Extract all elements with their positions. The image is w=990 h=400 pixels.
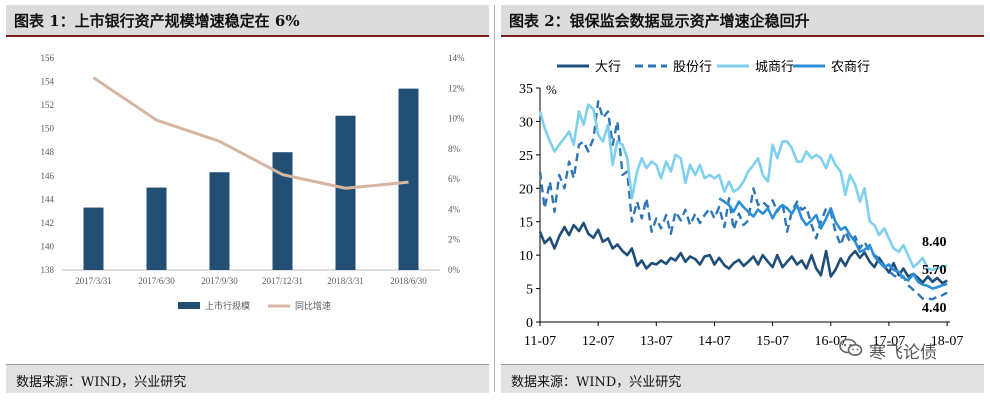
y-right-tick-label: 6% [448,174,461,184]
legend-label: 股份行 [673,60,712,75]
bar [83,207,104,270]
end-value-label: 4.40 [922,301,947,316]
y-tick-label: 20 [519,182,533,197]
y-tick-label: 0 [526,316,533,331]
bar [272,152,293,270]
watermark-text: 寒飞论债 [869,343,937,363]
chart-panel-right: 图表 2：银保监会数据显示资产增速企稳回升 0 5 10 15 20 25 30 35% 11-… [495,0,990,400]
y-left-tick-label: 154 [41,77,55,87]
end-value-label: 8.40 [922,235,947,250]
y-tick-label: 25 [519,149,533,164]
y-left-tick-label: 150 [41,124,55,134]
wechat-icon [839,338,863,356]
y-right-tick-label: 0% [448,265,461,275]
x-tick-label: 2018/3/31 [327,276,364,286]
legend-label: 城商行 [755,60,794,75]
x-tick-label: 12-07 [582,334,615,349]
y-tick-label: 5 [526,283,533,298]
x-tick-label: 18-07 [931,334,964,349]
y-left-tick-label: 148 [41,147,55,157]
legend-label: 同比增速 [295,300,331,312]
source-bar: 数据来源：WIND，兴业研究 [6,364,489,393]
y-right-tick-label: 10% [448,114,465,124]
line-chart: 0 5 10 15 20 25 30 35 % 11-07 12-07 13-07 14-07 15-07… [519,60,964,349]
series-line-股份行 [538,100,948,301]
y-left-tick-label: 156 [41,53,55,63]
unit-label: % [546,82,557,97]
x-tick-label: 17-07 [873,334,906,349]
y-left-tick-label: 146 [41,171,55,181]
source-text: 数据来源：WIND，兴业研究 [16,375,187,390]
chart-panel-left: 图表 1：上市银行资产规模增速稳定在 6% 138 140 142 144 146 148… [6,5,489,393]
y-right-tick-label: 8% [448,144,461,154]
y-tick-label: 35 [519,82,533,97]
y-tick-label: 30 [519,115,533,130]
legend-swatch-bar [178,302,200,309]
y-right-tick-label: 2% [448,235,461,245]
y-left-tick-label: 152 [41,100,55,110]
legend-label: 上市行规模 [205,300,250,312]
y-right-tick-label: 14% [448,53,465,63]
bar [398,88,419,270]
legend-label: 农商行 [831,60,870,75]
y-tick-label: 15 [519,216,533,231]
x-tick-label: 2017/6/30 [138,276,175,286]
series-line-大行 [538,221,948,285]
series-line-农商行 [718,197,948,290]
bar [335,115,356,270]
bar [146,187,167,270]
chart-title-bar: 图表 2：银保监会数据显示资产增速企稳回升 [501,5,984,37]
series-line-yoy [92,76,409,190]
bar-line-chart: 138 140 142 144 146 148 150 152 154 156 0% 2% 4% 6% 8%… [41,53,466,312]
x-tick-label: 11-07 [524,334,556,349]
x-tick-label: 2018/6/30 [390,276,427,286]
x-tick-label: 13-07 [640,334,673,349]
y-right-tick-label: 12% [448,83,465,93]
y-left-tick-label: 142 [41,218,55,228]
y-left-tick-label: 138 [41,265,55,275]
chart-title-bar: 图表 1：上市银行资产规模增速稳定在 6% [6,5,489,37]
x-tick-label: 2017/12/31 [262,276,303,286]
x-tick-label: 2017/9/30 [201,276,238,286]
x-tick-label: 2017/3/31 [75,276,112,286]
x-tick-label: 15-07 [756,334,789,349]
series-line-城商行 [538,103,948,272]
x-tick-label: 16-07 [814,334,847,349]
x-tick-label: 14-07 [698,334,731,349]
y-tick-label: 10 [519,249,533,264]
panel-divider [494,5,495,392]
legend-label: 大行 [595,60,621,75]
chart-title: 图表 2：银保监会数据显示资产增速企稳回升 [509,12,810,30]
chart-title: 图表 1：上市银行资产规模增速稳定在 6% [14,12,300,30]
y-left-tick-label: 140 [41,241,55,251]
y-left-tick-label: 144 [41,194,55,204]
bar [209,172,230,270]
watermark: 寒飞论债 [835,336,975,363]
end-value-label: 5.70 [922,263,947,278]
source-bar: 数据来源：WIND，兴业研究 [501,364,984,393]
source-text: 数据来源：WIND，兴业研究 [511,375,682,390]
y-right-tick-label: 4% [448,204,461,214]
